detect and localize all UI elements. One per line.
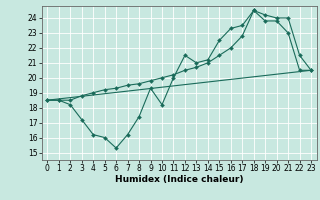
X-axis label: Humidex (Indice chaleur): Humidex (Indice chaleur) <box>115 175 244 184</box>
